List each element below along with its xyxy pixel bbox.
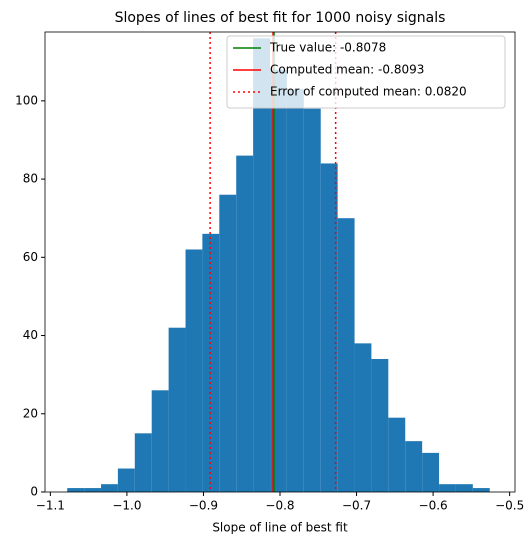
bar <box>388 417 406 492</box>
y-tick-label: 40 <box>23 328 38 342</box>
bar <box>371 359 389 492</box>
x-tick-label: −0.6 <box>419 499 448 513</box>
legend-label: True value: -0.8078 <box>269 41 386 55</box>
bar <box>337 218 355 492</box>
legend-label: Computed mean: -0.8093 <box>270 63 424 77</box>
legend-label: Error of computed mean: 0.0820 <box>270 85 467 99</box>
bar <box>117 468 135 492</box>
bar <box>405 441 423 492</box>
bar <box>439 484 456 492</box>
legend-box <box>226 35 506 109</box>
x-tick-label: −0.7 <box>342 499 371 513</box>
x-tick-label: −0.8 <box>265 499 294 513</box>
bar <box>67 488 85 492</box>
x-tick-label: −0.5 <box>495 499 524 513</box>
bar <box>354 343 372 492</box>
y-tick-label: 100 <box>15 93 38 107</box>
bar <box>472 488 490 492</box>
bar <box>101 484 118 492</box>
bar <box>422 452 440 492</box>
bar <box>253 38 271 492</box>
y-tick-label: 20 <box>23 406 38 420</box>
bar <box>320 163 338 492</box>
x-axis-label: Slope of line of best fit <box>212 521 348 535</box>
bar <box>236 155 254 492</box>
bar <box>303 108 321 493</box>
y-tick-label: 0 <box>30 485 38 499</box>
chart-title: Slopes of lines of best fit for 1000 noi… <box>115 10 446 26</box>
x-tick-label: −1.0 <box>112 499 141 513</box>
bar <box>286 89 304 493</box>
bar <box>219 194 237 493</box>
bar <box>151 390 169 492</box>
x-tick-label: −1.1 <box>36 499 65 513</box>
x-tick-label: −0.9 <box>189 499 218 513</box>
bar <box>84 488 102 492</box>
bar <box>134 433 152 492</box>
bar <box>168 327 186 492</box>
bar <box>455 484 473 492</box>
y-tick-label: 80 <box>23 172 38 186</box>
y-tick-label: 60 <box>23 250 38 264</box>
bar <box>185 249 203 492</box>
